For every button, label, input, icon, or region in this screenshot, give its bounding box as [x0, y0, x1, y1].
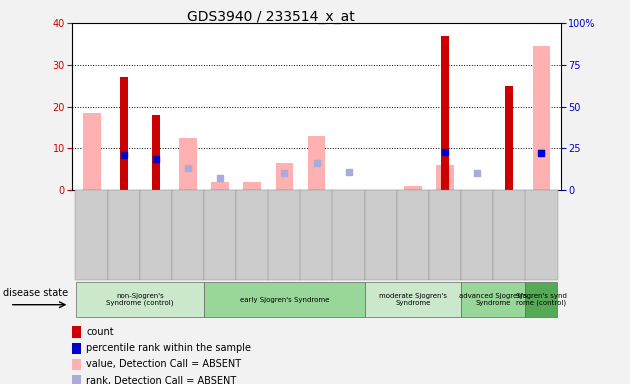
- Text: GSM569483: GSM569483: [381, 232, 390, 278]
- Text: value, Detection Call = ABSENT: value, Detection Call = ABSENT: [86, 359, 241, 369]
- Text: advanced Sjogren's
Syndrome: advanced Sjogren's Syndrome: [459, 293, 527, 306]
- Text: Sjogren's synd
rome (control): Sjogren's synd rome (control): [516, 293, 567, 306]
- Bar: [152, 115, 160, 190]
- Bar: [436, 165, 454, 190]
- Point: [119, 152, 129, 158]
- Text: GSM569476: GSM569476: [188, 232, 197, 278]
- Point: [472, 170, 482, 177]
- Bar: [244, 182, 261, 190]
- Bar: [83, 113, 101, 190]
- Bar: [307, 136, 326, 190]
- Text: GSM569471: GSM569471: [477, 232, 486, 278]
- Bar: [404, 186, 421, 190]
- Bar: [120, 77, 128, 190]
- Text: GSM569479: GSM569479: [253, 232, 261, 278]
- Text: GSM569473: GSM569473: [92, 232, 101, 278]
- Point: [536, 150, 546, 156]
- Text: GSM569481: GSM569481: [317, 232, 326, 278]
- Point: [280, 170, 290, 177]
- Text: GSM569482: GSM569482: [348, 232, 358, 278]
- Text: GSM569480: GSM569480: [285, 232, 294, 278]
- Text: disease state: disease state: [3, 288, 68, 298]
- Point: [215, 174, 226, 180]
- Text: count: count: [86, 327, 114, 337]
- Text: moderate Sjogren's
Syndrome: moderate Sjogren's Syndrome: [379, 293, 447, 306]
- Bar: [180, 138, 197, 190]
- Point: [183, 164, 193, 170]
- Bar: [441, 36, 449, 190]
- Bar: [212, 182, 229, 190]
- Point: [440, 149, 450, 156]
- Bar: [275, 163, 294, 190]
- Point: [151, 156, 161, 162]
- Text: rank, Detection Call = ABSENT: rank, Detection Call = ABSENT: [86, 376, 236, 384]
- Text: GDS3940 / 233514_x_at: GDS3940 / 233514_x_at: [187, 10, 355, 23]
- Point: [536, 149, 546, 155]
- Text: early Sjogren's Syndrome: early Sjogren's Syndrome: [240, 296, 329, 303]
- Text: GSM569472: GSM569472: [509, 232, 518, 278]
- Text: percentile rank within the sample: percentile rank within the sample: [86, 343, 251, 353]
- Bar: [505, 86, 513, 190]
- Text: GSM569474: GSM569474: [124, 232, 133, 278]
- Text: GSM569477: GSM569477: [541, 232, 551, 278]
- Text: GSM569478: GSM569478: [220, 232, 229, 278]
- Text: non-Sjogren's
Syndrome (control): non-Sjogren's Syndrome (control): [106, 293, 174, 306]
- Bar: [532, 46, 550, 190]
- Point: [312, 160, 322, 166]
- Text: GSM569485: GSM569485: [445, 232, 454, 278]
- Point: [343, 169, 353, 175]
- Text: GSM569484: GSM569484: [413, 232, 422, 278]
- Text: GSM569475: GSM569475: [156, 232, 165, 278]
